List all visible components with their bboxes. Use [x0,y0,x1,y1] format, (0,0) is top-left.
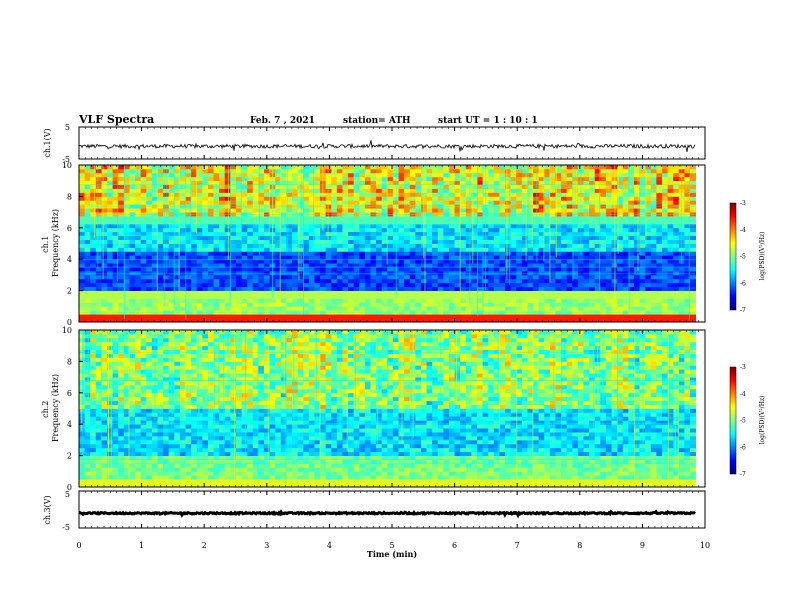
ch3-waveform-panel: 5 -5 ch.3(V) [43,490,706,532]
ch2-ylabel-frequency: Frequency (kHz) [51,374,60,442]
x-tick-label: 1 [139,541,144,550]
ch1-waveform-trace [78,140,696,152]
ch1-spectrogram-ytick-label: 8 [67,192,72,201]
ch1-waveform-frame [78,126,706,160]
ch2-ylabel-channel: ch.2 [41,401,50,418]
ch1-spectrogram-image [79,165,705,323]
x-axis-label: Time (min) [367,549,417,559]
ch1-ytick-top: 5 [65,123,70,132]
ch2-spectrogram-ytick-label: 2 [67,452,72,461]
ch1-colorbar-tick: -7 [740,307,746,314]
ch2-spectrogram-ytick-label: 6 [67,389,72,398]
ch1-trace-line [78,140,696,152]
ch2-colorbar-tick: -3 [740,364,746,371]
ch1-spectrogram-ytick-label: 10 [62,161,72,170]
ch2-spectrogram-ytick-label: 0 [67,483,72,492]
ch1-spectrogram-ytick-label: 2 [67,287,72,296]
ch1-spectrogram-ylabel: ch.1 Frequency (kHz) [41,209,60,277]
ch2-colorbar-tick: -6 [740,444,746,451]
ch3-waveform-frame [78,490,706,529]
x-tick-label: 6 [452,541,457,550]
ch3-ytick-bottom: -5 [62,523,70,532]
ch1-colorbar-label: log(PSD)(V²/Hz) [759,232,766,281]
figure-title: VLF Spectra [78,113,154,126]
ch1-ylabel-channel: ch.1 [41,236,50,253]
ch3-waveform-trace [78,509,697,519]
x-tick-label: 4 [327,541,332,550]
ch2-colorbar-label: log(PSD)(V²/Hz) [759,396,766,445]
ch2-spectrogram-ytick-label: 8 [67,357,72,366]
station-label: station= ATH [343,116,411,126]
ch2-colorbar-tick: -5 [740,418,746,425]
date-label: Feb. 7 , 2021 [250,116,315,126]
ch3-ylabel: ch.3(V) [43,495,52,524]
x-axis-ticks: 0 1 2 3 4 5 6 7 8 9 10 [76,127,710,550]
x-tick-label: 0 [76,541,81,550]
ch2-spectrogram-image [79,330,705,488]
ch1-ylabel-frequency: Frequency (kHz) [51,209,60,277]
ch1-waveform-panel: 5 -5 ch.1(V) [43,123,706,164]
x-tick-label: 8 [577,541,582,550]
x-tick-label: 2 [202,541,207,550]
ch1-colorbar-tick: -6 [740,280,746,287]
ch3-ytick-top: 5 [65,490,70,499]
ch1-colorbar-tick: -4 [740,227,746,234]
ch2-spectrogram-ytick-label: 4 [67,420,72,429]
x-tick-label: 10 [700,541,710,550]
x-tick-label: 5 [389,541,394,550]
ch1-ylabel: ch.1(V) [43,128,52,157]
start-time-label: start UT = 1 : 10 : 1 [438,116,538,126]
ch1-spectrogram-ytick-label: 0 [67,318,72,327]
ch1-colorbar [729,202,737,311]
x-tick-label: 3 [264,541,269,550]
ch2-colorbar-tick: -7 [740,471,746,478]
ch2-spectrogram-ylabel: ch.2 Frequency (kHz) [41,374,60,442]
x-tick-label: 7 [515,541,520,550]
ch2-colorbar-tick: -4 [740,391,746,398]
ch1-colorbar-tick: -3 [740,200,746,207]
ch1-spectrogram-ytick-label: 4 [67,255,72,264]
ch1-spectrogram-ytick-label: 6 [67,224,72,233]
ch2-colorbar [729,366,737,475]
ch2-spectrogram-ytick-label: 10 [62,326,72,335]
ch1-colorbar-tick: -5 [740,254,746,261]
ch1-ytick-bottom: -5 [62,155,70,164]
x-tick-label: 9 [640,541,645,550]
ch3-trace-line [78,509,697,519]
